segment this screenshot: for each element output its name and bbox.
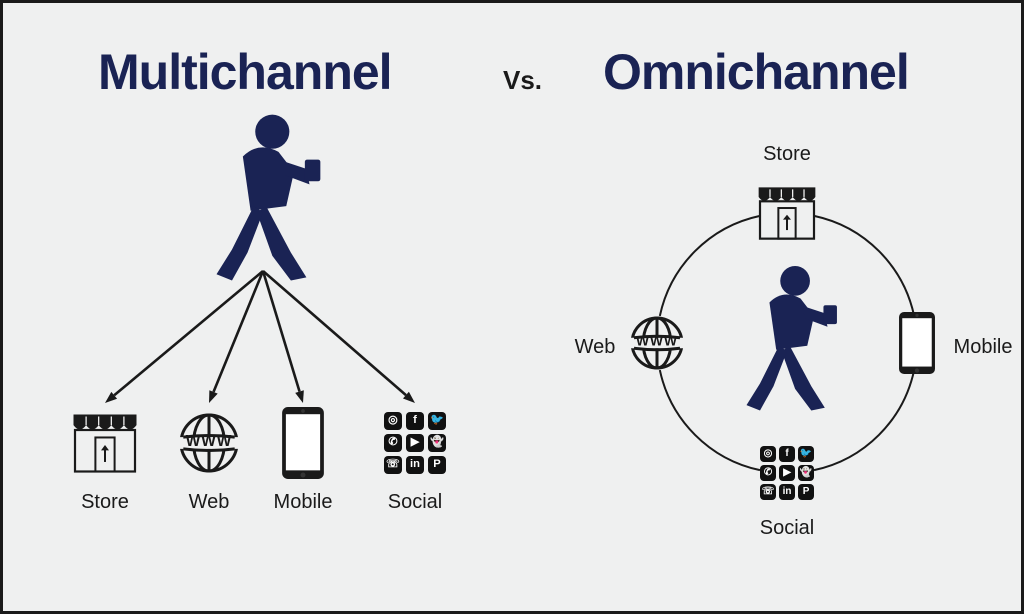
web-icon: WWW bbox=[179, 415, 239, 471]
youtube-icon: ▶ bbox=[779, 465, 795, 481]
pinterest-icon: P bbox=[428, 456, 446, 474]
right-social-label: Social bbox=[737, 517, 837, 540]
right-store-label: Store bbox=[737, 143, 837, 166]
snapchat-icon: 👻 bbox=[428, 434, 446, 452]
svg-text:WWW: WWW bbox=[186, 433, 233, 450]
youtube-icon: ▶ bbox=[406, 434, 424, 452]
left-social-label: Social bbox=[365, 491, 465, 514]
twitter-icon: 🐦 bbox=[798, 446, 814, 462]
person-icon bbox=[747, 266, 837, 410]
linkedin-icon: in bbox=[406, 456, 424, 474]
right-title: Omnichannel bbox=[603, 43, 909, 101]
mobile-icon bbox=[899, 312, 935, 374]
twitter-icon: 🐦 bbox=[428, 412, 446, 430]
facebook-icon: f bbox=[779, 446, 795, 462]
vs-label: Vs. bbox=[503, 65, 542, 96]
right-web-label: Web bbox=[545, 336, 645, 359]
store-icon bbox=[74, 415, 137, 472]
store-icon bbox=[759, 187, 816, 238]
linkedin-icon: in bbox=[779, 484, 795, 500]
facebook-icon: f bbox=[406, 412, 424, 430]
left-title: Multichannel bbox=[98, 43, 392, 101]
left-social-icon: ◎f🐦 ✆▶👻 ☏inP bbox=[384, 412, 446, 474]
whatsapp-icon: ✆ bbox=[760, 465, 776, 481]
person-icon bbox=[217, 115, 321, 281]
left-mobile-label: Mobile bbox=[253, 491, 353, 514]
right-social-icon: ◎f🐦 ✆▶👻 ☏inP bbox=[760, 446, 814, 500]
mobile-icon bbox=[282, 407, 324, 479]
viber-icon: ☏ bbox=[384, 456, 402, 474]
pinterest-icon: P bbox=[798, 484, 814, 500]
left-store-label: Store bbox=[55, 491, 155, 514]
left-web-label: Web bbox=[159, 491, 259, 514]
right-mobile-label: Mobile bbox=[933, 336, 1024, 359]
whatsapp-icon: ✆ bbox=[384, 434, 402, 452]
viber-icon: ☏ bbox=[760, 484, 776, 500]
instagram-icon: ◎ bbox=[384, 412, 402, 430]
instagram-icon: ◎ bbox=[760, 446, 776, 462]
snapchat-icon: 👻 bbox=[798, 465, 814, 481]
